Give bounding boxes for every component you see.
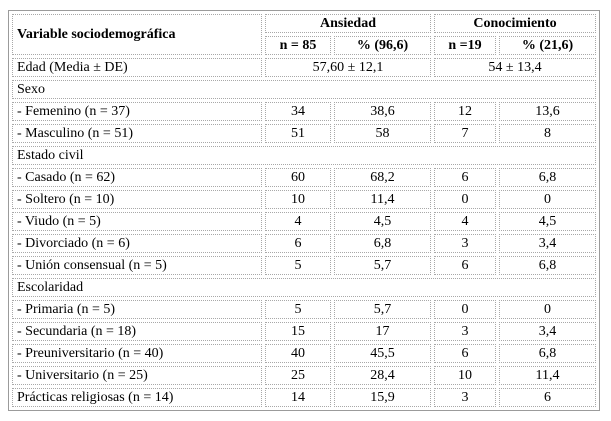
table-row-divorciado: - Divorciado (n = 6) 6 6,8 3 3,4 [12,234,596,253]
subheader-conocimiento-pct: % (21,6) [499,36,596,55]
group-header-ansiedad: Ansiedad [265,14,431,33]
subheader-conocimiento-n: n =19 [434,36,496,55]
cell-value: 13,6 [499,102,596,121]
cell-value: 7 [434,124,496,143]
table-row-femenino: - Femenino (n = 37) 34 38,6 12 13,6 [12,102,596,121]
table-row-primaria: - Primaria (n = 5) 5 5,7 0 0 [12,300,596,319]
cell-value: 15 [265,322,331,341]
table-container: Variable sociodemográfica Ansiedad Conoc… [8,10,600,411]
cell-value: 5,7 [334,300,431,319]
section-row-sexo: Sexo [12,80,596,99]
edad-ansiedad-value: 57,60 ± 12,1 [265,58,431,77]
table-row-edad: Edad (Media ± DE) 57,60 ± 12,1 54 ± 13,4 [12,58,596,77]
cell-value: 6 [434,168,496,187]
cell-value: 51 [265,124,331,143]
table-row-casado: - Casado (n = 62) 60 68,2 6 6,8 [12,168,596,187]
row-label-universitario: - Universitario (n = 25) [12,366,262,385]
cell-value: 4 [434,212,496,231]
table-row-practicas-religiosas: Prácticas religiosas (n = 14) 14 15,9 3 … [12,388,596,407]
group-header-conocimiento: Conocimiento [434,14,596,33]
table-row-soltero: - Soltero (n = 10) 10 11,4 0 0 [12,190,596,209]
cell-value: 25 [265,366,331,385]
cell-value: 58 [334,124,431,143]
row-label-casado: - Casado (n = 62) [12,168,262,187]
cell-value: 3,4 [499,234,596,253]
edad-conocimiento-value: 54 ± 13,4 [434,58,596,77]
cell-value: 14 [265,388,331,407]
subheader-ansiedad-pct: % (96,6) [334,36,431,55]
cell-value: 60 [265,168,331,187]
cell-value: 17 [334,322,431,341]
cell-value: 6 [265,234,331,253]
cell-value: 4,5 [334,212,431,231]
table-row-secundaria: - Secundaria (n = 18) 15 17 3 3,4 [12,322,596,341]
row-label-union-consensual: - Unión consensual (n = 5) [12,256,262,275]
cell-value: 8 [499,124,596,143]
cell-value: 6,8 [499,168,596,187]
cell-value: 4 [265,212,331,231]
table-row-viudo: - Viudo (n = 5) 4 4,5 4 4,5 [12,212,596,231]
cell-value: 3,4 [499,322,596,341]
table-row-union-consensual: - Unión consensual (n = 5) 5 5,7 6 6,8 [12,256,596,275]
cell-value: 10 [434,366,496,385]
row-label-edad: Edad (Media ± DE) [12,58,262,77]
cell-value: 45,5 [334,344,431,363]
cell-value: 11,4 [499,366,596,385]
section-label-estado-civil: Estado civil [12,146,596,165]
cell-value: 6 [434,256,496,275]
row-label-viudo: - Viudo (n = 5) [12,212,262,231]
cell-value: 12 [434,102,496,121]
row-label-secundaria: - Secundaria (n = 18) [12,322,262,341]
cell-value: 3 [434,234,496,253]
cell-value: 11,4 [334,190,431,209]
cell-value: 10 [265,190,331,209]
cell-value: 40 [265,344,331,363]
cell-value: 0 [499,300,596,319]
cell-value: 34 [265,102,331,121]
cell-value: 0 [434,190,496,209]
variable-header-cell: Variable sociodemográfica [12,14,262,55]
cell-value: 5 [265,256,331,275]
table-row-universitario: - Universitario (n = 25) 25 28,4 10 11,4 [12,366,596,385]
row-label-preuniversitario: - Preuniversitario (n = 40) [12,344,262,363]
cell-value: 3 [434,322,496,341]
cell-value: 5,7 [334,256,431,275]
table-row-masculino: - Masculino (n = 51) 51 58 7 8 [12,124,596,143]
cell-value: 6 [499,388,596,407]
row-label-primaria: - Primaria (n = 5) [12,300,262,319]
cell-value: 68,2 [334,168,431,187]
cell-value: 0 [499,190,596,209]
row-label-soltero: - Soltero (n = 10) [12,190,262,209]
header-row-groups: Variable sociodemográfica Ansiedad Conoc… [12,14,596,55]
sociodemographic-table: Variable sociodemográfica Ansiedad Conoc… [8,10,600,411]
header-row-subheaders: n = 85 % (96,6) n =19 % (21,6) [12,36,596,55]
cell-value: 3 [434,388,496,407]
cell-value: 0 [434,300,496,319]
cell-value: 5 [265,300,331,319]
section-label-sexo: Sexo [12,80,596,99]
cell-value: 6 [434,344,496,363]
subheader-ansiedad-n: n = 85 [265,36,331,55]
row-label-masculino: - Masculino (n = 51) [12,124,262,143]
section-row-estado-civil: Estado civil [12,146,596,165]
cell-value: 28,4 [334,366,431,385]
cell-value: 6,8 [499,344,596,363]
section-row-escolaridad: Escolaridad [12,278,596,297]
cell-value: 15,9 [334,388,431,407]
table-row-preuniversitario: - Preuniversitario (n = 40) 40 45,5 6 6,… [12,344,596,363]
cell-value: 38,6 [334,102,431,121]
row-label-divorciado: - Divorciado (n = 6) [12,234,262,253]
cell-value: 4,5 [499,212,596,231]
section-label-escolaridad: Escolaridad [12,278,596,297]
row-label-practicas-religiosas: Prácticas religiosas (n = 14) [12,388,262,407]
row-label-femenino: - Femenino (n = 37) [12,102,262,121]
cell-value: 6,8 [334,234,431,253]
cell-value: 6,8 [499,256,596,275]
